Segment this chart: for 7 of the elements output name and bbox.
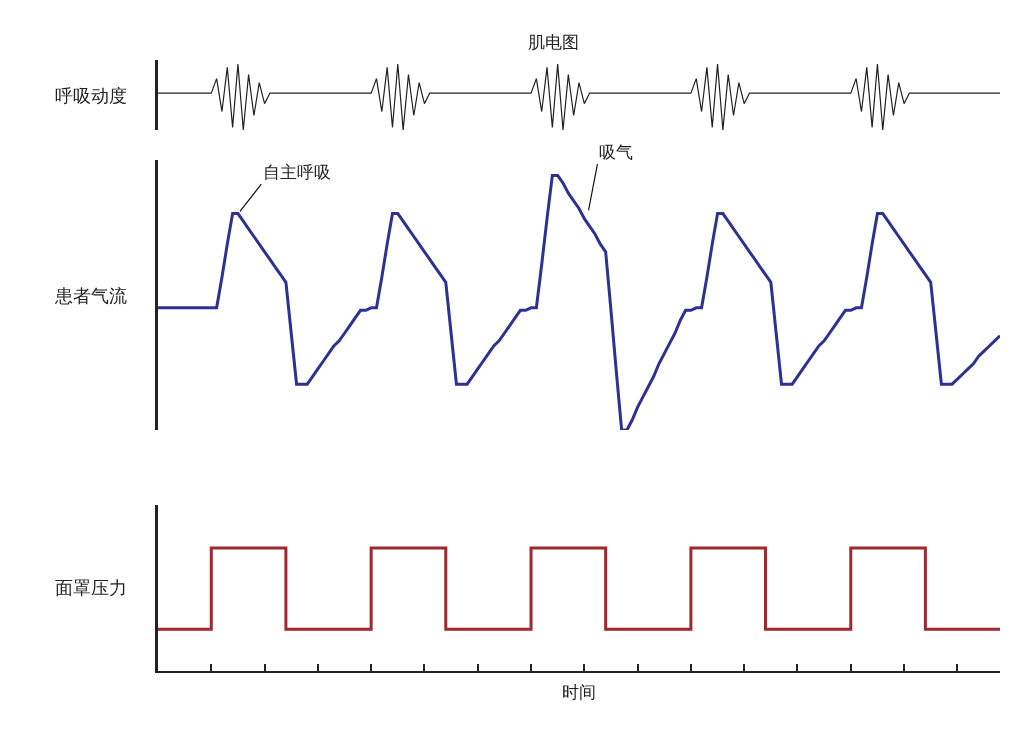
y-axis-title: 面罩压力 xyxy=(55,577,127,598)
x-axis-title: 时间 xyxy=(562,681,596,702)
annotation: 自主呼吸 xyxy=(263,162,331,182)
text: 吸气 xyxy=(599,142,633,162)
y-axis-title: 患者气流 xyxy=(54,285,127,306)
y-axis-title: 呼吸动度 xyxy=(55,85,127,106)
chart-title: 肌电图 xyxy=(528,32,579,52)
